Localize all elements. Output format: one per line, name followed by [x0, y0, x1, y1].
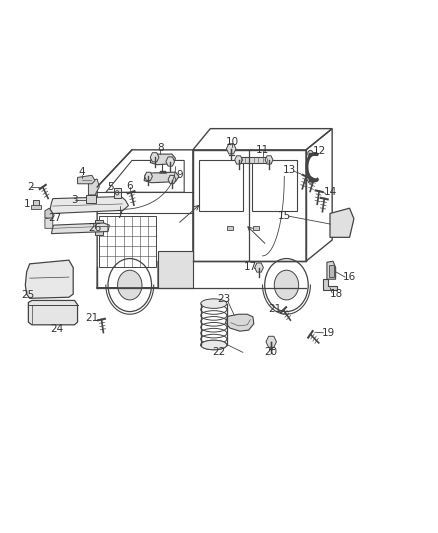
- Text: 24: 24: [50, 324, 64, 334]
- Polygon shape: [166, 157, 175, 166]
- Text: 27: 27: [48, 213, 61, 223]
- Polygon shape: [144, 172, 179, 183]
- Text: 1: 1: [24, 199, 31, 209]
- Text: 14: 14: [324, 187, 337, 197]
- Text: 16: 16: [343, 272, 356, 282]
- Text: 25: 25: [22, 289, 35, 300]
- Text: 26: 26: [88, 223, 102, 233]
- Text: 8: 8: [157, 143, 163, 154]
- Polygon shape: [265, 156, 273, 164]
- Text: 22: 22: [212, 348, 226, 358]
- Polygon shape: [45, 217, 53, 228]
- Polygon shape: [226, 314, 254, 331]
- Bar: [33, 200, 39, 206]
- Polygon shape: [330, 208, 354, 237]
- Bar: [99, 216, 156, 266]
- Polygon shape: [45, 208, 53, 219]
- Ellipse shape: [201, 340, 227, 350]
- Polygon shape: [323, 279, 336, 290]
- Text: 10: 10: [226, 137, 239, 147]
- Text: 21: 21: [85, 313, 99, 324]
- Bar: [253, 226, 259, 230]
- Text: 23: 23: [218, 294, 231, 304]
- Bar: [31, 205, 41, 209]
- Polygon shape: [254, 263, 263, 272]
- Text: 15: 15: [278, 211, 291, 221]
- Text: 18: 18: [330, 289, 343, 299]
- Text: 6: 6: [127, 181, 133, 191]
- Polygon shape: [327, 261, 336, 279]
- Text: 7: 7: [117, 210, 123, 220]
- Polygon shape: [25, 260, 73, 298]
- Polygon shape: [78, 175, 95, 184]
- Text: 5: 5: [107, 182, 113, 192]
- Polygon shape: [158, 251, 193, 288]
- Polygon shape: [50, 197, 128, 214]
- Polygon shape: [266, 336, 276, 348]
- Bar: [328, 265, 334, 277]
- Circle shape: [117, 270, 142, 300]
- Polygon shape: [226, 144, 236, 154]
- Polygon shape: [28, 301, 78, 325]
- Text: 21: 21: [268, 304, 281, 314]
- Bar: [227, 226, 233, 230]
- Polygon shape: [150, 154, 176, 165]
- Text: 11: 11: [256, 145, 269, 155]
- Bar: [95, 220, 103, 235]
- Text: 13: 13: [283, 165, 296, 175]
- Circle shape: [308, 177, 313, 183]
- Circle shape: [308, 150, 313, 157]
- Polygon shape: [51, 223, 110, 233]
- Text: 2: 2: [28, 182, 34, 192]
- Text: 12: 12: [312, 146, 326, 156]
- Polygon shape: [150, 152, 159, 162]
- Polygon shape: [235, 156, 243, 164]
- Polygon shape: [145, 172, 152, 181]
- Text: 9: 9: [177, 171, 183, 180]
- Text: 20: 20: [264, 348, 277, 358]
- Polygon shape: [168, 175, 176, 184]
- Bar: [86, 196, 96, 203]
- Text: 17: 17: [244, 262, 257, 271]
- Text: 3: 3: [71, 195, 78, 205]
- Text: 19: 19: [322, 328, 336, 338]
- Ellipse shape: [201, 299, 227, 309]
- Circle shape: [274, 270, 299, 300]
- Polygon shape: [88, 179, 99, 195]
- Polygon shape: [237, 157, 271, 163]
- Text: 4: 4: [78, 167, 85, 177]
- Polygon shape: [114, 188, 120, 198]
